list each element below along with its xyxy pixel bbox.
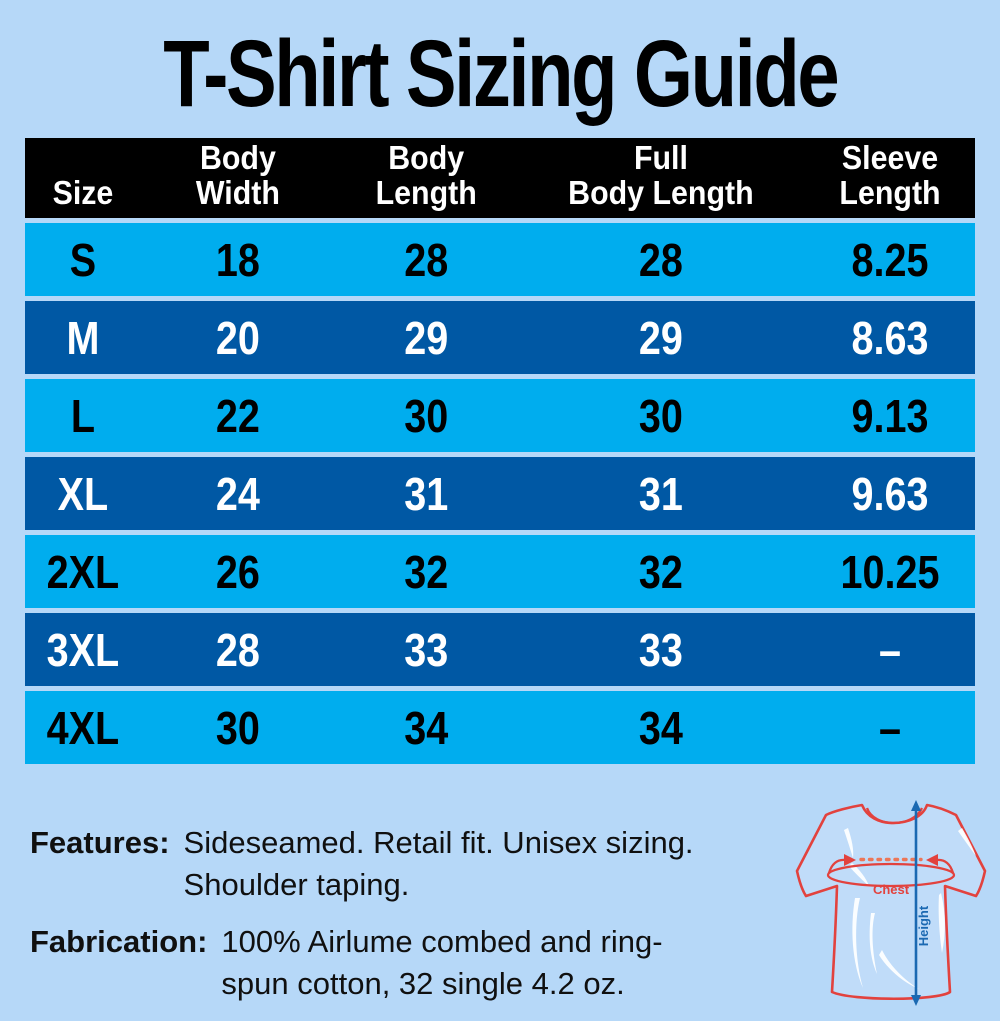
cell-full-body-length: 28	[638, 233, 683, 286]
cell-sleeve-length: 8.63	[851, 311, 929, 364]
cell-sleeve-length: –	[878, 701, 901, 754]
cell-sleeve-length: 9.63	[851, 467, 929, 520]
cell-body-length: 29	[403, 311, 448, 364]
cell-sleeve-length: 9.13	[851, 389, 929, 442]
cell-sleeve-length: 10.25	[840, 545, 940, 598]
fold-highlight	[869, 913, 877, 974]
height-label: Height	[916, 905, 931, 946]
col-header-full-body-length: Full Body Length	[568, 138, 754, 212]
col-header-body-length: Body Length	[375, 138, 477, 212]
table-header-row: Size Body Width Body Length Full Body Le…	[25, 138, 975, 218]
cell-body-width: 18	[215, 233, 260, 286]
cell-size: 2XL	[46, 545, 120, 598]
cell-full-body-length: 34	[638, 701, 683, 754]
tshirt-outline	[795, 803, 987, 1001]
cell-body-width: 22	[215, 389, 260, 442]
features-text: Sideseamed. Retail fit. Unisex sizing. S…	[183, 825, 694, 903]
chest-arrow-right-icon	[926, 854, 938, 866]
col-header-body-width: Body Width	[195, 138, 280, 212]
fold-highlight	[958, 828, 976, 856]
cell-full-body-length: 31	[638, 467, 683, 520]
cell-size: 4XL	[46, 701, 120, 754]
page-title: T-Shirt Sizing Guide	[0, 18, 1000, 130]
sizing-table: Size Body Width Body Length Full Body Le…	[25, 138, 975, 764]
fold-highlight	[938, 893, 945, 953]
cell-full-body-length: 32	[638, 545, 683, 598]
cell-size: S	[69, 233, 97, 286]
cell-full-body-length: 29	[638, 311, 683, 364]
cell-sleeve-length: 8.25	[851, 233, 929, 286]
fold-highlight	[852, 898, 863, 988]
fold-highlight	[879, 950, 919, 989]
cell-body-length: 31	[403, 467, 448, 520]
cell-full-body-length: 30	[638, 389, 683, 442]
fabrication-text: 100% Airlume combed and ring- spun cotto…	[221, 924, 663, 1002]
collar-line	[865, 807, 924, 825]
height-arrow-top-icon	[911, 800, 921, 811]
cell-body-length: 28	[403, 233, 448, 286]
chest-measure-ellipse	[826, 862, 956, 888]
cell-size: L	[70, 389, 96, 442]
cell-body-width: 24	[215, 467, 260, 520]
cell-body-width: 28	[215, 623, 260, 676]
cell-full-body-length: 33	[638, 623, 683, 676]
fold-highlight	[844, 828, 854, 858]
features-note: Features: Sideseamed. Retail fit. Unisex…	[30, 822, 790, 906]
height-arrow-bottom-icon	[911, 995, 921, 1006]
fabrication-note: Fabrication: 100% Airlume combed and rin…	[30, 921, 790, 1005]
features-label: Features:	[30, 825, 170, 860]
table-row-xl: XL 24 31 31 9.63	[25, 457, 975, 530]
cell-size: M	[66, 311, 100, 364]
cell-size: 3XL	[46, 623, 120, 676]
product-notes: Features: Sideseamed. Retail fit. Unisex…	[30, 822, 790, 1021]
col-header-sleeve-length: Sleeve Length	[839, 138, 941, 212]
chest-label: Chest	[873, 882, 910, 897]
chest-arrow-left-icon	[844, 854, 856, 866]
table-row-2xl: 2XL 26 32 32 10.25	[25, 535, 975, 608]
page-title-text: T-Shirt Sizing Guide	[163, 20, 839, 127]
tshirt-diagram-icon: Chest Height	[795, 800, 987, 1006]
cell-body-length: 30	[403, 389, 448, 442]
cell-body-length: 32	[403, 545, 448, 598]
cell-body-width: 26	[215, 545, 260, 598]
fold-highlight	[849, 863, 869, 886]
table-row-m: M 20 29 29 8.63	[25, 301, 975, 374]
cell-size: XL	[57, 467, 109, 520]
cell-body-width: 20	[215, 311, 260, 364]
table-row-l: L 22 30 30 9.13	[25, 379, 975, 452]
cell-body-length: 34	[403, 701, 448, 754]
cell-sleeve-length: –	[878, 623, 901, 676]
cell-body-width: 30	[215, 701, 260, 754]
cell-body-length: 33	[403, 623, 448, 676]
col-header-size: Size	[52, 174, 114, 212]
table-row-s: S 18 28 28 8.25	[25, 223, 975, 296]
fabrication-label: Fabrication:	[30, 924, 208, 960]
table-row-3xl: 3XL 28 33 33 –	[25, 613, 975, 686]
table-row-4xl: 4XL 30 34 34 –	[25, 691, 975, 764]
